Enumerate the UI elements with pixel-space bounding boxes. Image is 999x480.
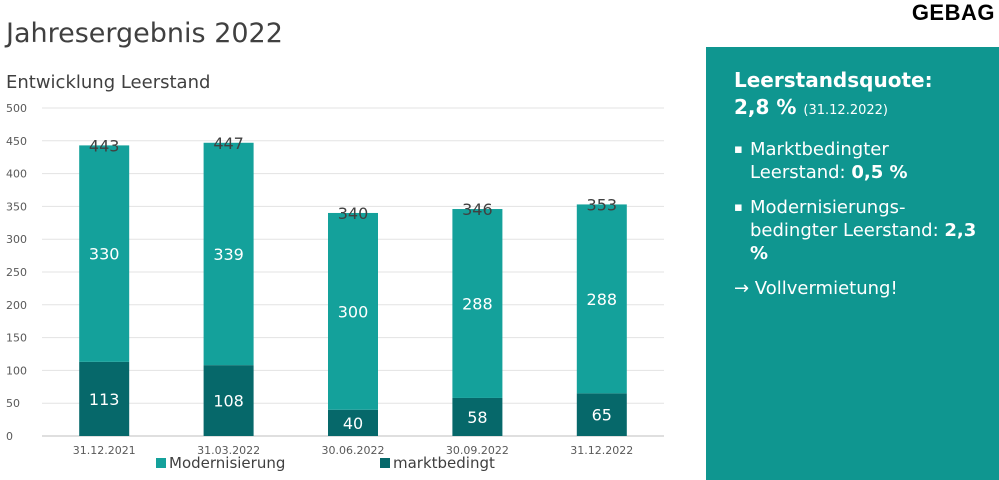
bar-marktbedingt (452, 397, 503, 436)
bar-modernisierung (576, 204, 627, 394)
data-label-marktbedingt: 40 (343, 414, 363, 433)
list-item-value: 2,3 % (750, 220, 977, 264)
conclusion-text: → Vollvermietung! (734, 278, 898, 299)
y-axis: 0 50 100 150 200 250 300 350 400 450 500 (6, 102, 27, 443)
vacancy-quote-heading: Leerstandsquote: (734, 68, 933, 92)
vacancy-bar-chart: 0 50 100 150 200 250 300 350 400 450 500 113 330 443… (6, 102, 664, 472)
y-tick-label: 450 (6, 135, 27, 148)
bar-marktbedingt (576, 393, 627, 436)
y-tick-label: 50 (6, 397, 20, 410)
company-logo: GEBAG (911, 0, 995, 25)
bar-marktbedingt (79, 361, 130, 436)
data-label-marktbedingt: 65 (592, 406, 612, 425)
x-tick-label: 31.12.2021 (73, 444, 136, 457)
bar-modernisierung (79, 145, 130, 362)
data-label-marktbedingt: 58 (467, 408, 487, 427)
bar-marktbedingt (203, 365, 254, 436)
data-label-marktbedingt: 113 (89, 390, 120, 409)
y-tick-label: 500 (6, 102, 27, 115)
bar-modernisierung (328, 212, 378, 410)
legend-label: Modernisierung (169, 454, 285, 472)
data-label-total: 447 (213, 134, 244, 153)
y-tick-label: 200 (6, 299, 27, 312)
y-tick-label: 250 (6, 266, 27, 279)
list-item: ▪ Marktbedingter Leerstand: 0,5 % (734, 138, 983, 184)
vacancy-quote: Leerstandsquote: 2,8 % (31.12.2022) (734, 67, 983, 124)
summary-panel: Leerstandsquote: 2,8 % (31.12.2022) ▪ Ma… (706, 47, 999, 480)
bar-modernisierung (452, 209, 503, 398)
y-tick-label: 350 (6, 200, 27, 213)
data-label-modernisierung: 288 (462, 294, 493, 313)
data-label-modernisierung: 288 (587, 290, 618, 309)
y-tick-label: 150 (6, 332, 27, 345)
vacancy-quote-value: 2,8 % (734, 95, 797, 119)
y-tick-label: 100 (6, 364, 27, 377)
page-title: Jahresergebnis 2022 (6, 18, 283, 49)
vacancy-breakdown-list: ▪ Marktbedingter Leerstand: 0,5 % ▪ Mode… (734, 138, 983, 265)
x-tick-label: 30.06.2022 (322, 444, 385, 457)
chart-title: Entwicklung Leerstand (6, 72, 211, 93)
data-label-total: 340 (338, 204, 369, 223)
x-tick-label: 31.03.2022 (197, 444, 260, 457)
legend-swatch (380, 458, 390, 468)
x-tick-label: 31.12.2022 (570, 444, 633, 457)
list-item-text: Marktbedingter Leerstand: (750, 139, 889, 183)
data-label-marktbedingt: 108 (213, 392, 244, 411)
bar-modernisierung (203, 142, 254, 366)
chart-bars: 113 330 443 108 339 447 40 300 340 58 288 346 65 288 3… (79, 134, 627, 436)
vacancy-quote-date: (31.12.2022) (803, 103, 888, 118)
x-tick-label: 30.09.2022 (446, 444, 509, 457)
data-label-modernisierung: 300 (338, 302, 369, 321)
data-label-modernisierung: 339 (213, 245, 244, 264)
data-label-total: 353 (587, 195, 618, 214)
square-bullet-icon: ▪ (734, 142, 743, 157)
x-axis: 31.12.2021 31.03.2022 30.06.2022 30.09.2022… (73, 444, 634, 457)
chart-legend: Modernisierung marktbedingt (156, 454, 495, 472)
list-item-text: Modernisierungs-bedingter Leerstand: (750, 197, 939, 241)
y-tick-label: 400 (6, 168, 27, 181)
legend-label: marktbedingt (393, 454, 495, 472)
bar-marktbedingt (328, 409, 378, 436)
square-bullet-icon: ▪ (734, 200, 743, 215)
y-tick-label: 300 (6, 233, 27, 246)
list-item: ▪ Modernisierungs-bedingter Leerstand: 2… (734, 196, 983, 265)
list-item-value: 0,5 % (851, 162, 908, 183)
data-label-modernisierung: 330 (89, 245, 120, 264)
y-tick-label: 0 (6, 430, 13, 443)
legend-swatch (156, 458, 166, 468)
data-label-total: 443 (89, 136, 120, 155)
data-label-total: 346 (462, 200, 493, 219)
